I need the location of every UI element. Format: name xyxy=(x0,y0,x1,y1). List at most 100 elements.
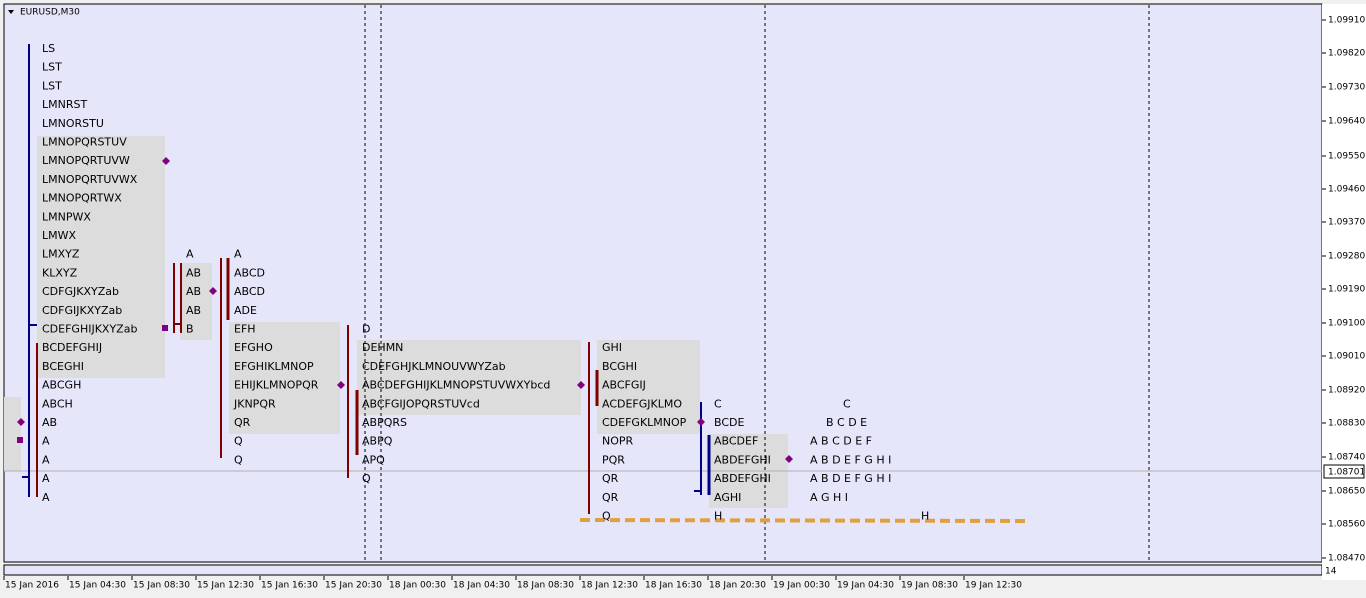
value-area xyxy=(229,322,340,434)
tpo-row: A G H I xyxy=(810,491,848,504)
price-label: 1.09820 xyxy=(1328,49,1365,59)
tpo-row: NOPR xyxy=(602,435,634,448)
time-label: 18 Jan 00:30 xyxy=(389,581,446,591)
time-label: 18 Jan 12:30 xyxy=(581,581,638,591)
tpo-row: ABCD xyxy=(234,266,265,279)
tpo-row: A xyxy=(42,453,50,466)
time-label: 19 Jan 12:30 xyxy=(965,581,1022,591)
value-area xyxy=(597,340,700,434)
time-label: 15 Jan 08:30 xyxy=(133,581,190,591)
tpo-row: A B D E F G H I xyxy=(810,472,891,485)
tpo-row: B xyxy=(186,323,194,336)
tpo-row: H xyxy=(921,510,929,523)
tpo-row: QR xyxy=(234,416,251,429)
tpo-row: ACDEFGJKLMO xyxy=(602,397,682,410)
tpo-row: LST xyxy=(42,79,62,92)
price-label: 1.08650 xyxy=(1328,487,1365,497)
tpo-row: EFGHIKLMNOP xyxy=(234,360,314,373)
value-area xyxy=(357,340,581,415)
tpo-row: ABCGH xyxy=(42,379,81,392)
tpo-row: ADE xyxy=(234,304,257,317)
value-area xyxy=(37,136,165,378)
tpo-row: A xyxy=(186,248,194,261)
tpo-row: LMXYZ xyxy=(42,248,80,261)
time-label: 18 Jan 08:30 xyxy=(517,581,574,591)
tpo-row: LST xyxy=(42,61,62,74)
tpo-row: CDEFGHJKLMNOUVWYZab xyxy=(362,360,506,373)
tpo-row: KLXYZ xyxy=(42,266,78,279)
price-label: 1.09910 xyxy=(1328,16,1365,26)
tpo-row: C xyxy=(843,397,851,410)
tpo-row: A B D E F G H I xyxy=(810,453,891,466)
price-label: 1.08920 xyxy=(1328,386,1365,396)
tpo-row: LMWX xyxy=(42,229,76,242)
tpo-row: D xyxy=(362,323,370,336)
tpo-row: ABPQ xyxy=(362,435,393,448)
price-label: 1.08740 xyxy=(1328,453,1365,463)
price-axis-bg xyxy=(1322,4,1366,580)
tpo-row: A xyxy=(42,491,50,504)
tpo-row: JKNPQR xyxy=(233,397,276,410)
price-label: 1.09370 xyxy=(1328,218,1365,228)
time-label: 19 Jan 00:30 xyxy=(773,581,830,591)
tpo-row: LMNOPQRTWX xyxy=(42,192,122,205)
value-area xyxy=(180,263,212,340)
time-label: 18 Jan 04:30 xyxy=(453,581,510,591)
tpo-row: BCEGHI xyxy=(42,360,84,373)
tpo-row: BCDE xyxy=(714,416,745,429)
tpo-row: DEHMN xyxy=(362,341,403,354)
tpo-row: ABCD xyxy=(234,285,265,298)
time-label: 15 Jan 16:30 xyxy=(261,581,318,591)
time-label: 15 Jan 2016 xyxy=(5,581,59,591)
tpo-row: EFGHO xyxy=(234,341,273,354)
time-label: 18 Jan 16:30 xyxy=(645,581,702,591)
price-label: 1.09550 xyxy=(1328,152,1365,162)
tpo-row: CDFGJKXYZab xyxy=(42,285,119,298)
tpo-row: EFH xyxy=(234,323,256,336)
tpo-row: AB xyxy=(186,285,201,298)
tpo-row: CDEFGKLMNOP xyxy=(602,416,687,429)
session-separators xyxy=(364,5,1150,562)
price-label: 1.08830 xyxy=(1328,419,1365,429)
panel-scale: 14 xyxy=(1325,567,1337,577)
price-label: 1.09280 xyxy=(1328,252,1365,262)
tpo-row: LS xyxy=(42,42,55,55)
symbol-label: EURUSD,M30 xyxy=(20,8,80,18)
menu-arrow xyxy=(8,10,14,14)
tpo-row: A B C D E F xyxy=(810,435,872,448)
poc-markers xyxy=(17,157,793,463)
price-label: 1.09190 xyxy=(1328,285,1365,295)
tpo-row: LMNORSTU xyxy=(42,117,104,130)
time-label: 18 Jan 20:30 xyxy=(709,581,766,591)
price-label: 1.09640 xyxy=(1328,117,1365,127)
time-label: 15 Jan 12:30 xyxy=(197,581,254,591)
tpo-row: ABDEFGHI xyxy=(714,453,771,466)
tpo-row: Q xyxy=(234,453,243,466)
tpo-row: ABDEFGHI xyxy=(714,472,771,485)
tpo-row: AB xyxy=(186,266,201,279)
tpo-row: APQ xyxy=(362,453,385,466)
tpo-row: LMNOPQRTUVWX xyxy=(42,173,138,186)
tpo-row: LMNRST xyxy=(42,98,87,111)
tpo-row: A xyxy=(42,472,50,485)
indicator-panel xyxy=(3,564,1323,576)
tpo-row: H xyxy=(714,510,722,523)
time-label: 19 Jan 04:30 xyxy=(837,581,894,591)
tpo-row: ABPQRS xyxy=(362,416,407,429)
tpo-row: QR xyxy=(602,472,619,485)
tpo-row: ABCFGIJOPQRSTUVcd xyxy=(362,397,480,410)
time-label: 19 Jan 08:30 xyxy=(901,581,958,591)
tpo-row: Q xyxy=(362,472,371,485)
price-label: 1.09100 xyxy=(1328,319,1365,329)
tpo-row: BCGHI xyxy=(602,360,637,373)
value-area xyxy=(4,397,21,471)
tpo-row: ABCDEFGHIJKLMNOPSTUVWXYbcd xyxy=(362,379,550,392)
tpo-row: B C D E xyxy=(826,416,867,429)
tpo-row: LMNOPQRTUVW xyxy=(42,154,130,167)
price-label: 1.09460 xyxy=(1328,185,1365,195)
tpo-row: GHI xyxy=(602,341,622,354)
price-label: 1.08470 xyxy=(1328,554,1365,564)
tpo-row: AB xyxy=(186,304,201,317)
price-label: 1.08560 xyxy=(1328,520,1365,530)
